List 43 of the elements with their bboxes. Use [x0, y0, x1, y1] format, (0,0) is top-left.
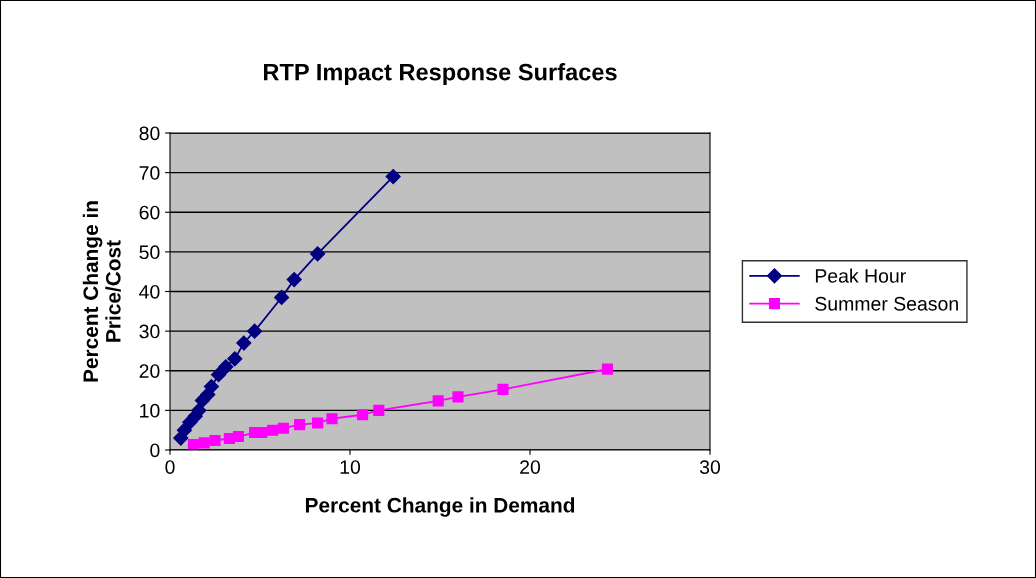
y-tick-label: 80	[139, 126, 160, 141]
legend-label: Summer Season	[815, 296, 958, 311]
point	[209, 434, 221, 447]
x-tick-label: 0	[165, 460, 175, 474]
point	[310, 246, 326, 262]
point	[357, 409, 369, 421]
x-tick-label: 10	[340, 460, 361, 474]
chart-title: RTP Impact Response Surfaces	[264, 63, 617, 86]
y-tick-label: 40	[139, 284, 160, 299]
point	[286, 272, 302, 288]
y-tick-label: 50	[139, 245, 160, 260]
point	[218, 359, 234, 375]
point	[277, 422, 289, 434]
point	[274, 289, 290, 306]
point	[294, 419, 306, 431]
point	[247, 323, 263, 339]
point	[497, 383, 509, 395]
y-axis-title: Percent Change in Price/Cost	[82, 201, 121, 382]
point	[432, 395, 444, 407]
point	[312, 417, 324, 429]
y-tick-label: 10	[140, 403, 160, 418]
point	[385, 169, 401, 185]
y-tick-label: 70	[139, 166, 160, 180]
point	[203, 379, 219, 395]
point	[452, 391, 464, 403]
point	[373, 404, 385, 416]
point	[326, 413, 338, 425]
point	[198, 437, 210, 449]
point	[267, 424, 279, 436]
point	[211, 367, 227, 383]
y-tick-label: 30	[139, 324, 160, 339]
x-tick-label: 20	[520, 460, 541, 474]
y-tick-label: 0	[150, 443, 160, 458]
y-tick-label: 60	[139, 205, 160, 220]
point	[236, 335, 252, 351]
point	[601, 363, 613, 375]
point	[187, 438, 199, 450]
point	[232, 430, 244, 443]
y-tick-label: 20	[139, 364, 160, 378]
x-axis-title: Percent Change in Demand	[305, 497, 575, 517]
legend-label: Peak Hour	[815, 268, 906, 283]
x-tick-label: 30	[699, 460, 721, 474]
point	[227, 351, 243, 367]
